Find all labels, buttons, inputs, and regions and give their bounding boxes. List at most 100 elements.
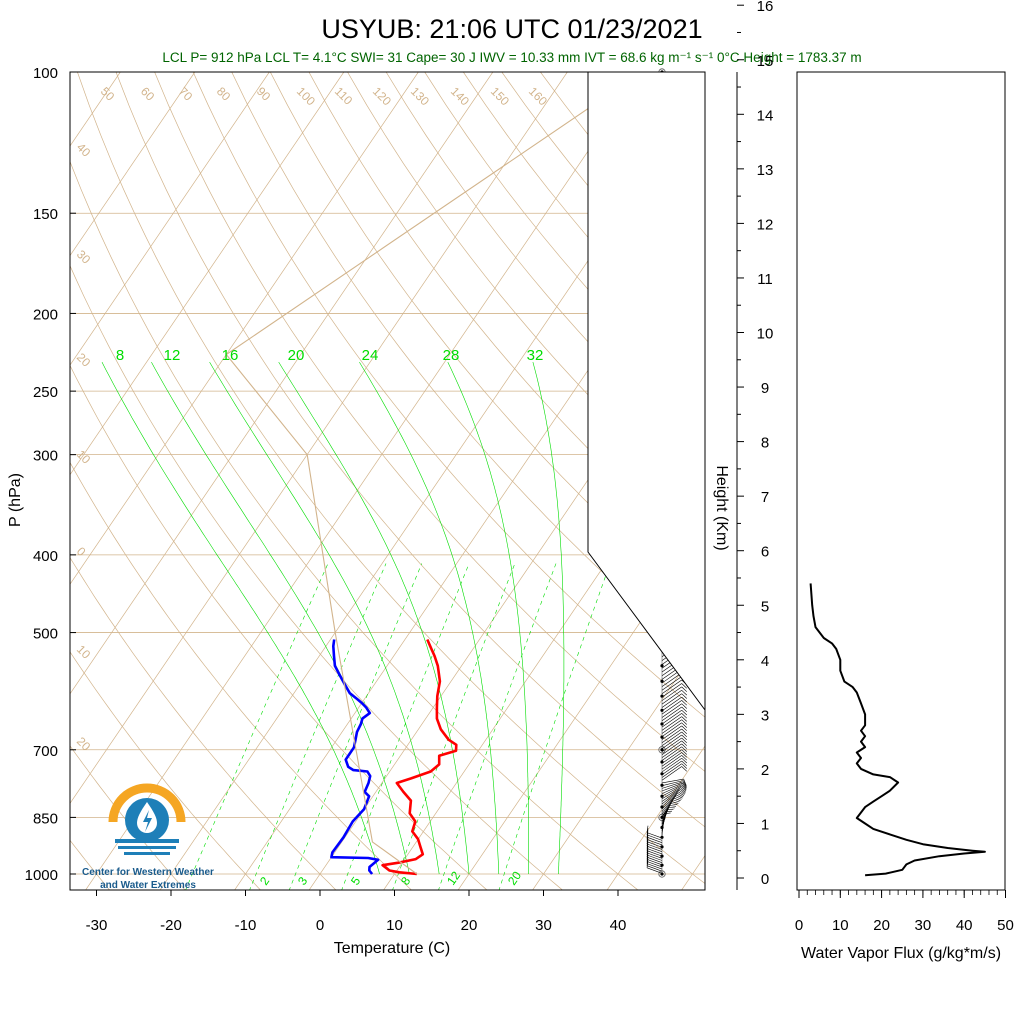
- wind-barb-flag: [681, 703, 688, 709]
- wind-barb: [661, 793, 678, 810]
- skewt-frame: [69, 71, 706, 891]
- wind-calm-circle: [658, 870, 666, 878]
- wind-level-dot: [660, 708, 664, 712]
- wind-barb: [661, 719, 682, 734]
- wind-barb: [661, 700, 682, 715]
- wvflux-frame: [796, 71, 1006, 891]
- temperature-tick-label: 20: [461, 917, 478, 934]
- dry-adiabat-line: [70, 461, 413, 890]
- isotherm-top-label: 160: [526, 84, 550, 108]
- height-tick-label: 7: [761, 489, 769, 506]
- wind-barb: [661, 672, 682, 687]
- wind-barb-flag: [669, 805, 677, 807]
- wind-barb-flag: [646, 858, 649, 866]
- wind-barb-flag: [681, 700, 688, 706]
- wind-barb: [646, 854, 663, 861]
- isotherm-line: [681, 854, 705, 890]
- wind-barb-flag: [679, 788, 686, 794]
- dry-adiabat-line: [269, 72, 705, 612]
- wind-barb: [661, 757, 682, 773]
- pressure-tick-label: 1000: [25, 867, 58, 884]
- height-tick-label: 6: [761, 544, 769, 561]
- mixing-ratio-line: [249, 563, 387, 890]
- wind-barb-flag: [683, 778, 687, 786]
- height-tick-label: 13: [757, 162, 774, 179]
- mixing-ratio-line: [498, 563, 611, 890]
- logo-wave-2: [118, 846, 176, 849]
- lightning-icon: [143, 810, 152, 832]
- isotherm-side-label: 20: [74, 734, 94, 754]
- wind-barb: [661, 789, 680, 805]
- wind-barb: [646, 845, 663, 852]
- isotherm-side-label: 0: [74, 544, 89, 559]
- wind-barb-flag: [681, 716, 688, 722]
- wind-barb: [661, 788, 681, 802]
- wind-barb: [661, 690, 682, 705]
- height-tick-label: 2: [761, 762, 769, 779]
- wind-barb: [646, 865, 663, 872]
- isotherm-line: [70, 72, 568, 805]
- isotherm-line: [85, 72, 643, 890]
- wind-barb: [646, 839, 663, 846]
- pressure-tick-label: 100: [33, 65, 58, 82]
- chart-title: USYUB: 21:06 UTC 01/23/2021: [321, 14, 702, 44]
- isotherm-top-label: 70: [176, 84, 196, 104]
- isotherm-line: [606, 745, 705, 890]
- isotherm-top-label: 130: [408, 84, 432, 108]
- moist-adiabat-label: 24: [362, 347, 379, 364]
- wind-barb-flag: [681, 740, 688, 746]
- wind-barb: [661, 794, 677, 812]
- pressure-tick-label: 200: [33, 306, 58, 323]
- wind-level-dot: [660, 845, 664, 849]
- wind-level-dot: [660, 679, 664, 683]
- isotherm-top-label: 80: [214, 84, 234, 104]
- wind-barb-flag: [681, 763, 688, 769]
- wvflux-x-label: Water Vapor Flux (g/kg*m/s): [801, 945, 1001, 962]
- mixing-ratio-line: [185, 563, 329, 890]
- wind-barb-flag: [646, 837, 649, 845]
- isotherm-side-label: 20: [74, 350, 94, 370]
- wind-level-dot: [660, 854, 664, 858]
- wind-barb-flag: [677, 793, 684, 798]
- wind-barb-flag: [681, 784, 687, 791]
- isotherm-line: [457, 526, 705, 890]
- wind-barb-flag: [646, 843, 649, 851]
- wind-barb-flag: [681, 760, 688, 767]
- height-tick-label: 3: [761, 707, 769, 724]
- dry-adiabat-line: [115, 72, 705, 828]
- wind-barb-flag: [675, 796, 682, 800]
- wind-barb-flag: [681, 746, 688, 752]
- isotherm-line: [70, 72, 196, 257]
- dry-adiabat-line: [70, 160, 639, 890]
- wind-level-dot: [660, 772, 664, 776]
- wind-barb: [661, 766, 682, 781]
- wind-level-dot: [660, 748, 664, 752]
- isotherm-side-label: 30: [74, 247, 94, 267]
- wind-barb-flag: [681, 696, 688, 703]
- moist-adiabat-line: [278, 361, 470, 875]
- wind-barb: [661, 784, 683, 794]
- height-tick-label: 0: [761, 871, 769, 888]
- mixing-ratio-label: 3: [295, 874, 310, 888]
- wind-barb: [661, 746, 682, 761]
- wind-barb: [661, 679, 682, 694]
- isotherm-top-label: 110: [332, 84, 356, 108]
- wind-barb: [661, 780, 684, 786]
- temperature-tick-label: 0: [316, 917, 324, 934]
- isotherm-line: [532, 635, 705, 890]
- wind-barb: [661, 791, 679, 807]
- wind-barb: [661, 752, 682, 767]
- wind-barb: [646, 856, 663, 863]
- wind-barb-flag: [681, 755, 688, 761]
- wind-barb-flag: [646, 832, 649, 840]
- height-tick-label: 11: [757, 271, 773, 288]
- wind-barb-flag: [682, 781, 687, 789]
- wind-barb-flag: [676, 794, 683, 799]
- moist-adiabat-label: 12: [164, 347, 181, 364]
- moist-adiabat-line: [447, 361, 529, 874]
- mixing-ratio-label: 12: [444, 868, 463, 887]
- wind-barb-flag: [681, 690, 688, 696]
- moist-adiabat-label: 20: [288, 347, 305, 364]
- wind-barb: [661, 709, 682, 725]
